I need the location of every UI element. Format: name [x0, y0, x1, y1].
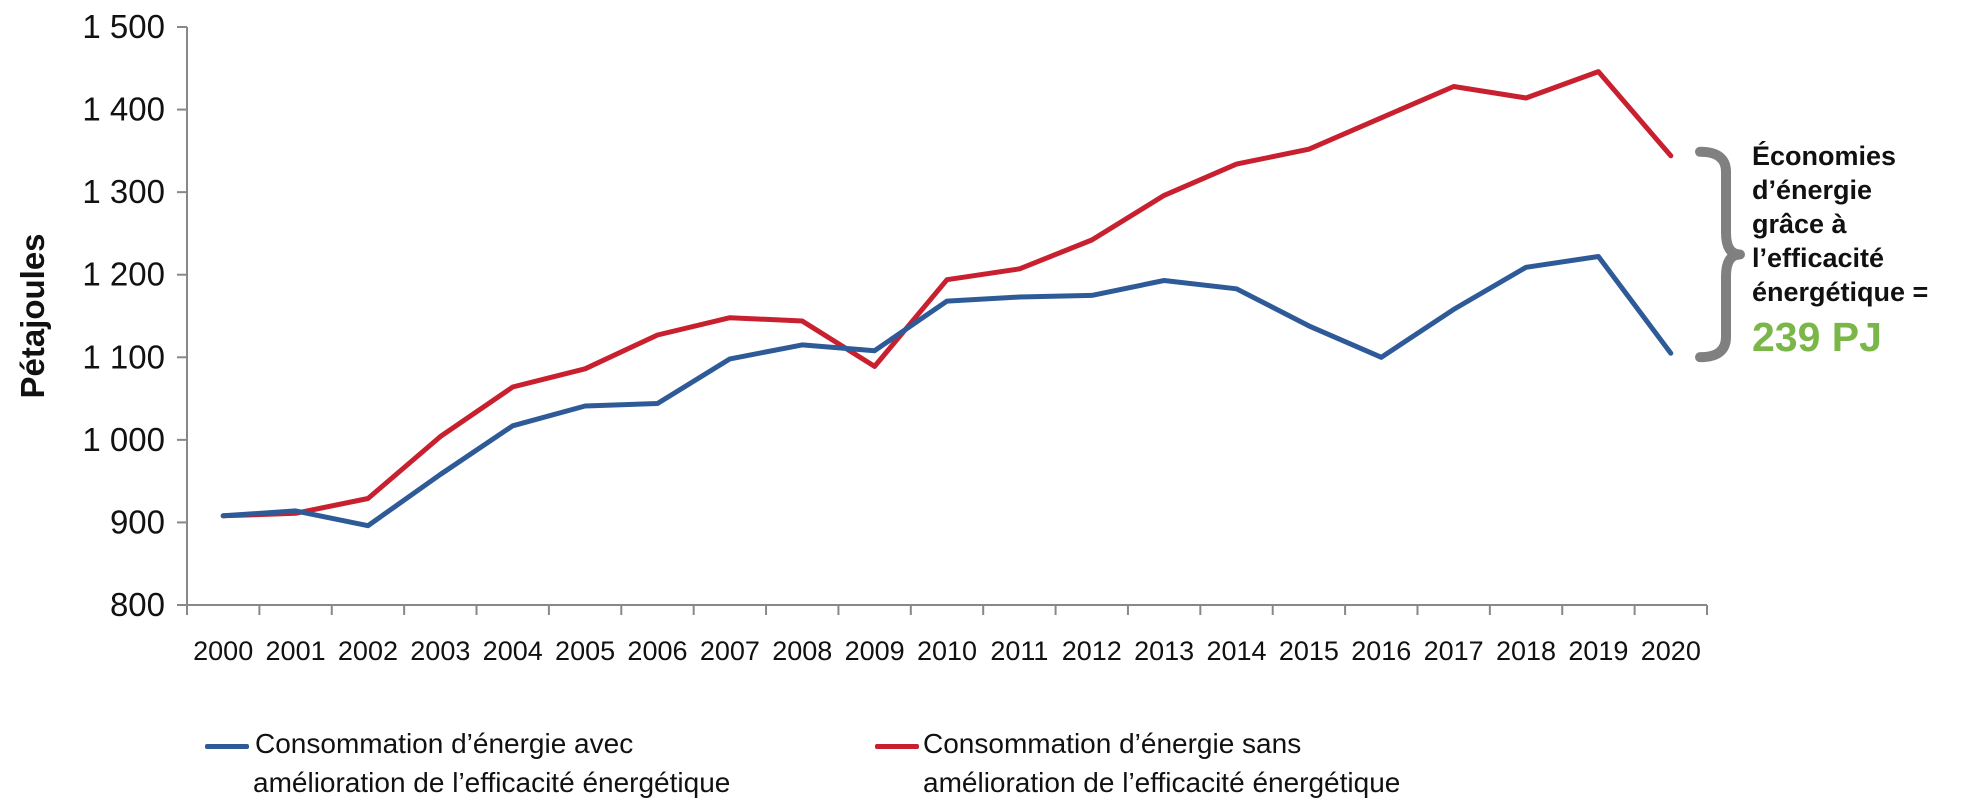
y-tick-label: 1 500 [82, 8, 165, 45]
legend-label-with-efficiency: Consommation d’énergie avec amélioration… [253, 728, 731, 798]
legend-label-without-efficiency: Consommation d’énergie sans amélioration… [923, 728, 1401, 798]
x-tick-label: 2003 [410, 636, 470, 666]
savings-value: 239 PJ [1752, 314, 1882, 360]
savings-brace [1695, 146, 1745, 363]
x-tick-label: 2012 [1062, 636, 1122, 666]
y-tick-label: 1 200 [82, 256, 165, 293]
series-layer [220, 69, 1674, 529]
x-tick-label: 2017 [1424, 636, 1484, 666]
x-tick-label: 2002 [338, 636, 398, 666]
x-tick-label: 2016 [1351, 636, 1411, 666]
savings-annotation: Économies d’énergie grâce à l’efficacité… [1752, 141, 1929, 307]
x-tick-label: 2010 [917, 636, 977, 666]
x-tick-label: 2006 [627, 636, 687, 666]
x-tick-label: 2015 [1279, 636, 1339, 666]
y-axis-title: Pétajoules [14, 233, 51, 398]
legend-swatch-with-efficiency [205, 744, 249, 749]
y-tick-label: 1 300 [82, 173, 165, 210]
x-tick-label: 2013 [1134, 636, 1194, 666]
x-tick-label: 2011 [990, 636, 1048, 666]
x-tick-label: 2001 [266, 636, 326, 666]
y-tick-label: 1 000 [82, 421, 165, 458]
x-tick-label: 2009 [845, 636, 905, 666]
x-tick-label: 2005 [555, 636, 615, 666]
x-tick-label: 2020 [1641, 636, 1701, 666]
x-tick-label: 2008 [772, 636, 832, 666]
y-tick-label: 1 100 [82, 338, 165, 375]
legend-swatch-without-efficiency [875, 744, 919, 749]
x-tick-label: 2014 [1206, 636, 1266, 666]
x-tick-label: 2004 [483, 636, 543, 666]
x-tick-label: 2019 [1568, 636, 1628, 666]
series-line-0 [220, 254, 1674, 529]
x-tick-label: 2000 [193, 636, 253, 666]
brace [1695, 146, 1745, 363]
y-tick-label: 1 400 [82, 91, 165, 128]
y-tick-label: 800 [110, 586, 165, 623]
series-line-1 [220, 69, 1674, 519]
axes: 800 900 1 000 1 100 1 200 1 300 1 400 1 500 2000… [14, 8, 1708, 666]
y-tick-label: 900 [110, 503, 165, 540]
x-tick-label: 2007 [700, 636, 760, 666]
x-tick-label: 2018 [1496, 636, 1556, 666]
